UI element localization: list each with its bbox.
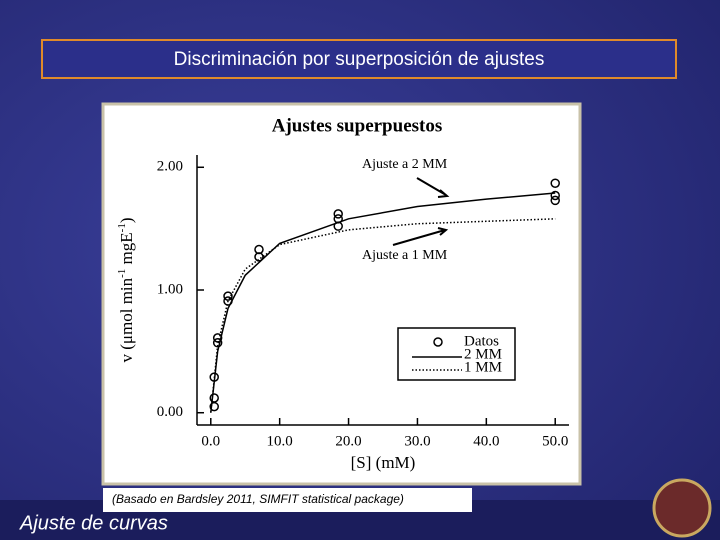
y-axis-label: v (μmol min-1 mgE-1) [116, 217, 136, 362]
data-point [212, 338, 223, 348]
legend-label: Datos [464, 333, 499, 349]
y-tick-label: 2.00 [157, 159, 183, 175]
y-axis-label-part: v (μmol min [117, 277, 136, 362]
y-tick-label: 1.00 [157, 281, 183, 297]
y-tick-label: 0.00 [157, 404, 183, 420]
x-axis-label: [S] (mM) [351, 453, 416, 472]
data-point [333, 209, 343, 219]
y-axis-label-part: mgE [117, 232, 136, 268]
legend-label: 1 MM [464, 359, 502, 375]
data-point [223, 291, 233, 301]
y-axis-label-part: ) [117, 217, 136, 223]
data-point [550, 190, 560, 201]
chart: Ajustes superpuestos [S] (mM) v (μmol mi… [116, 115, 569, 472]
slide-title: Discriminación por superposición de ajus… [174, 49, 545, 70]
arrow [416, 177, 450, 198]
legend-box [397, 327, 516, 381]
legend-marker [433, 337, 443, 347]
caption-box [103, 488, 472, 512]
footer-text: Ajuste de curvas [19, 512, 168, 534]
data-point [209, 393, 219, 403]
x-tick-label: 50.0 [542, 433, 568, 449]
x-tick-label: 10.0 [267, 433, 293, 449]
y-axis-label-part: -1 [116, 223, 128, 232]
data-point [550, 178, 560, 188]
x-tick-label: 30.0 [404, 433, 430, 449]
chart-image [101, 102, 582, 486]
arrow [392, 227, 449, 246]
annotation: Ajuste a 1 MM [362, 248, 448, 263]
caption: (Basado en Bardsley 2011, SIMFIT statist… [112, 492, 404, 506]
data-point [254, 252, 264, 262]
annotation: Ajuste a 2 MM [362, 157, 448, 172]
x-tick-label: 20.0 [335, 433, 361, 449]
title-box [41, 39, 677, 79]
data-point [550, 195, 560, 206]
legend-label: 2 MM [464, 346, 502, 362]
y-axis-label-part: -1 [116, 269, 128, 278]
seal [652, 478, 712, 538]
chart-title: Ajustes superpuestos [272, 115, 443, 136]
x-tick-label: 40.0 [473, 433, 499, 449]
fit-line [210, 192, 556, 413]
x-tick-label: 0.0 [201, 433, 220, 449]
